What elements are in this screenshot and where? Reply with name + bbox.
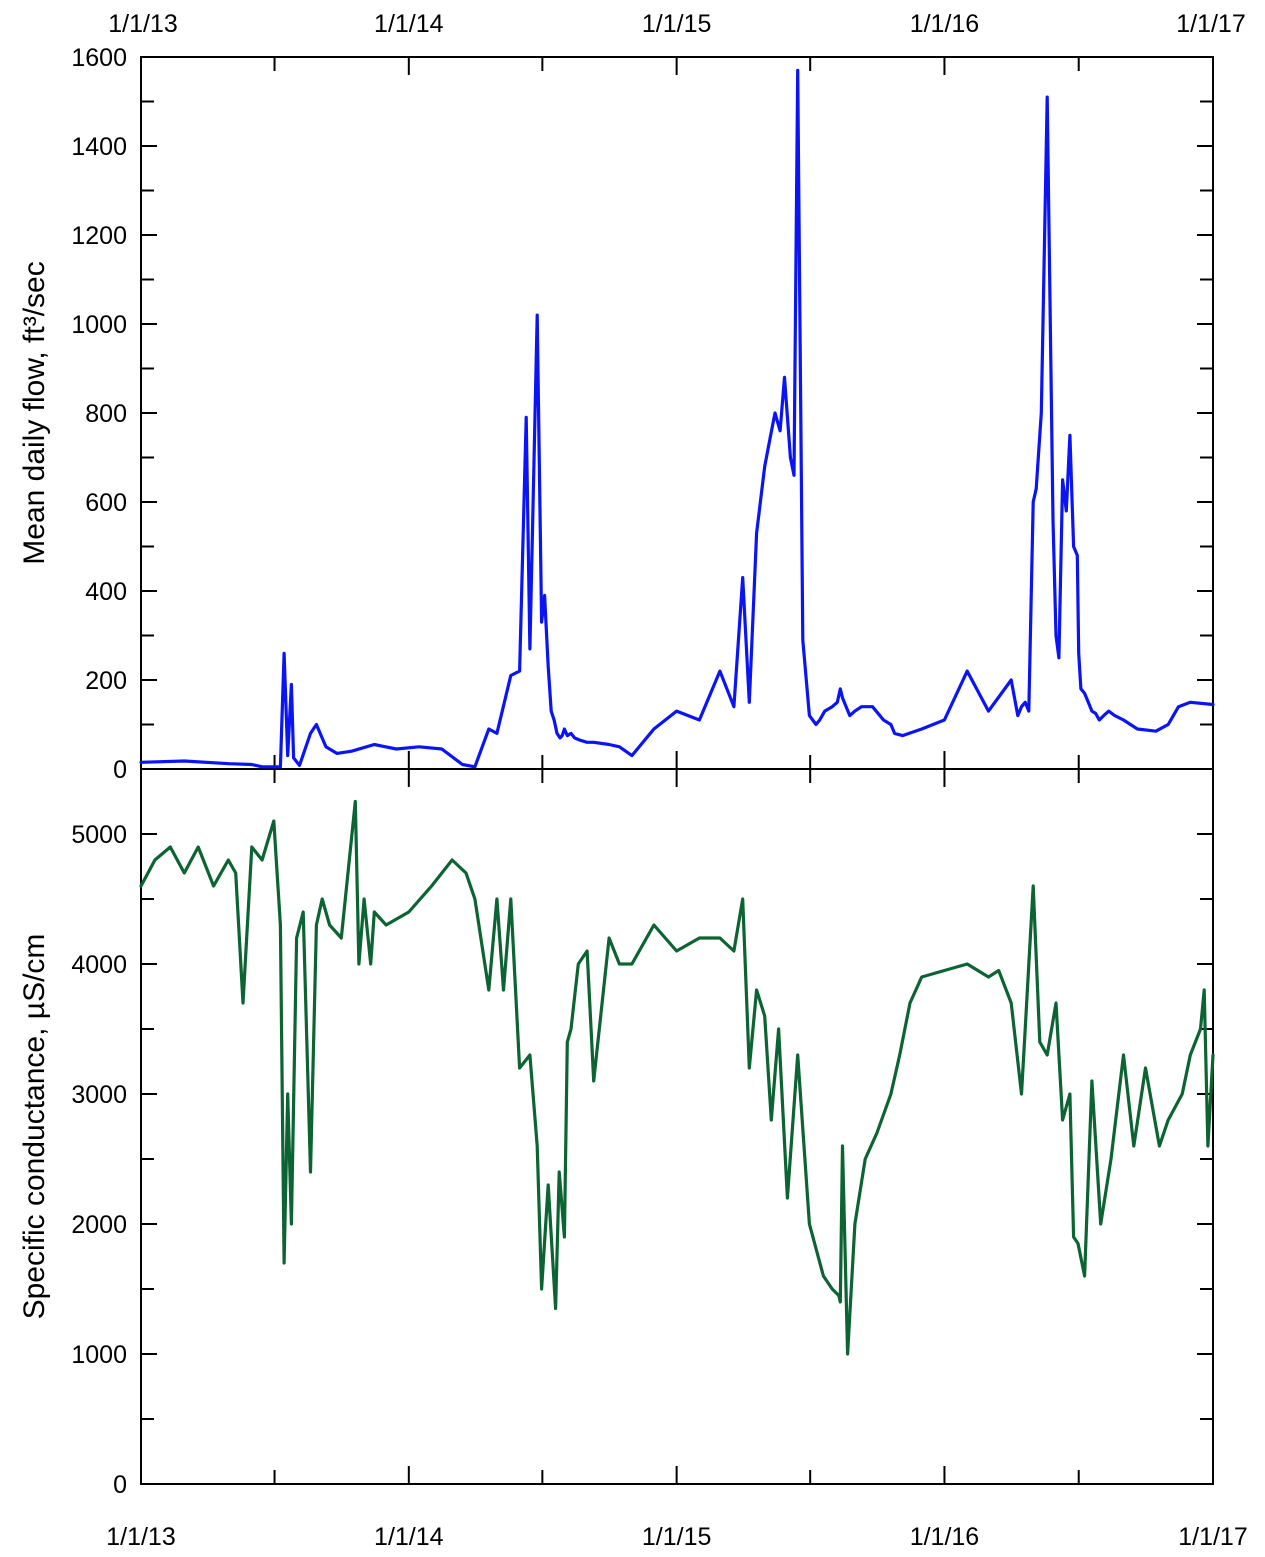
chart-labels: 1/1/13 1/1/14 1/1/15 1/1/16 1/1/17 1/1/13 1/1/…: [18, 10, 1248, 1551]
x-tick-label-bottom: 1/1/15: [642, 1523, 712, 1551]
y-tick-label: 800: [85, 400, 127, 428]
y-axis-title: Specific conductance, µS/cm: [18, 934, 51, 1320]
y-tick-label: 5000: [71, 821, 127, 849]
chart-series: [139, 68, 1215, 1356]
chart-axes: [140, 56, 1214, 1485]
y-axis-title: Mean daily flow, ft³/sec: [18, 261, 51, 564]
y-tick-label: 2000: [71, 1211, 127, 1239]
x-tick-label-bottom: 1/1/14: [374, 1523, 444, 1551]
x-tick-label-top: 1/1/13: [108, 10, 178, 38]
x-tick-label-top: 1/1/16: [910, 10, 980, 38]
y-tick-label: 400: [85, 578, 127, 606]
y-tick-label: 200: [85, 667, 127, 695]
x-tick-label-bottom: 1/1/16: [910, 1523, 980, 1551]
y-tick-label: 0: [113, 1471, 127, 1499]
y-tick-label: 1000: [71, 1341, 127, 1369]
y-tick-label: 3000: [71, 1081, 127, 1109]
y-tick-label: 1000: [71, 311, 127, 339]
y-tick-label: 0: [113, 756, 127, 784]
x-tick-label-top: 1/1/15: [642, 10, 712, 38]
flow-series-line: [139, 68, 1215, 769]
x-tick-label-top: 1/1/14: [374, 10, 444, 38]
x-tick-label-top: 1/1/17: [1176, 10, 1246, 38]
y-tick-label: 1400: [71, 133, 127, 161]
conductance-series-line: [139, 799, 1215, 1356]
x-tick-label-bottom: 1/1/17: [1178, 1523, 1248, 1551]
x-tick-label-bottom: 1/1/13: [106, 1523, 176, 1551]
y-tick-label: 600: [85, 489, 127, 517]
y-tick-label: 4000: [71, 951, 127, 979]
y-tick-label: 1200: [71, 222, 127, 250]
y-tick-label: 1600: [71, 44, 127, 72]
